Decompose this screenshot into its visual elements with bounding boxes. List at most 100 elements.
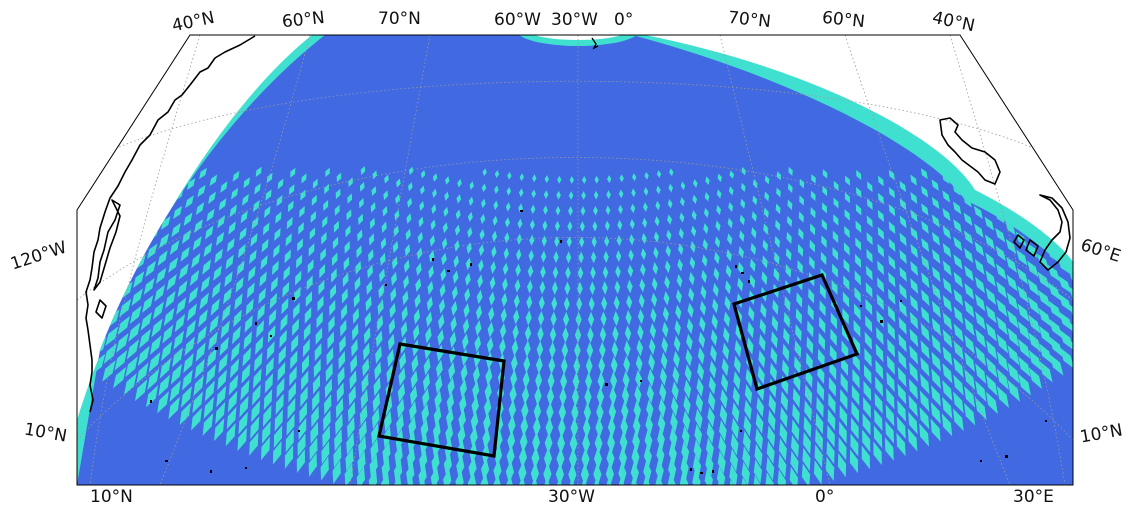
swath-gap-mark (794, 340, 802, 358)
swath-gap-mark (524, 325, 532, 342)
swath-gap-mark (545, 416, 554, 439)
swath-gaps (77, 163, 1073, 485)
swath-gap-mark (529, 219, 535, 231)
swath-gap-mark (592, 477, 601, 485)
swath-gap-mark (852, 352, 860, 372)
swath-gap-mark (732, 386, 740, 407)
swath-gap-mark (844, 192, 850, 204)
swath-gap-mark (394, 209, 400, 221)
swath-gap-mark (354, 276, 361, 292)
swath-gap-mark (429, 234, 436, 247)
swath-gap-mark (309, 227, 316, 240)
swath-gap-mark (358, 197, 364, 209)
swath-gap-mark (369, 453, 378, 478)
swath-gap-mark (292, 318, 299, 336)
swath-gap-mark (177, 280, 188, 298)
swath-gap-mark (139, 328, 151, 349)
swath-gap-mark (693, 439, 702, 462)
swath-gap-mark (679, 471, 689, 485)
swath-gap-mark (688, 287, 695, 302)
swath-gap-mark (436, 344, 444, 362)
swath-gap-mark (480, 472, 489, 485)
swath-gap-mark (787, 183, 793, 193)
swath-gap-mark (964, 300, 975, 318)
swath-gap-mark (209, 174, 218, 187)
swath-gap-mark (723, 326, 730, 344)
swath-gap-mark (744, 399, 752, 421)
swath-gap-mark (877, 192, 884, 205)
swath-gap-mark (308, 452, 317, 477)
swath-gap-mark (599, 326, 607, 343)
swath-gap-mark (214, 418, 225, 442)
swath-gap-mark (418, 463, 427, 485)
swath-gap-mark (657, 428, 665, 451)
swath-gap-mark (159, 357, 172, 379)
swath-gap-mark (1072, 166, 1073, 180)
label-top-0: 0° (614, 10, 634, 30)
swath-gap-mark (352, 307, 360, 325)
swath-gap-mark (919, 390, 930, 412)
swath-gap-mark (532, 174, 537, 183)
swath-gap-mark (605, 205, 611, 216)
swath-gap-mark (909, 345, 919, 365)
swath-gap-mark (631, 188, 636, 198)
swath-gap-mark (613, 295, 620, 311)
swath-gap-mark (741, 166, 746, 176)
swath-gap-mark (157, 391, 169, 414)
swath-gap-mark (518, 188, 524, 198)
swath-gap-mark (964, 317, 975, 337)
swath-gap-mark (908, 411, 918, 435)
island-dot (605, 383, 608, 386)
swath-gap-mark (678, 227, 684, 239)
swath-gap-mark (875, 359, 884, 380)
swath-gap-mark (202, 412, 214, 436)
swath-gap-mark (439, 283, 446, 298)
swath-gap-mark (1049, 354, 1064, 376)
swath-gap-mark (778, 438, 787, 462)
swath-gap-mark (996, 351, 1009, 372)
swath-gap-mark (942, 329, 953, 348)
swath-gap-mark (726, 249, 732, 262)
swath-gap-mark (594, 175, 599, 184)
swath-gap-mark (728, 201, 734, 213)
swath-gap-mark (332, 236, 339, 250)
swath-gap-mark (353, 292, 360, 308)
swath-gap-mark (676, 274, 683, 288)
island-dot (270, 335, 272, 337)
swath-gap-mark (166, 273, 177, 291)
swath-gap-mark (634, 384, 642, 405)
swath-gap-mark (621, 400, 629, 422)
swath-gap-mark (571, 387, 580, 407)
swath-gap-mark (284, 249, 291, 264)
swath-gap-mark (414, 293, 421, 309)
swath-gap-mark (244, 314, 253, 333)
swath-gap-mark (731, 417, 740, 440)
swath-gap-mark (750, 242, 756, 256)
swath-gap-mark (483, 397, 492, 418)
swath-gap-mark (931, 351, 941, 372)
swath-gap-mark (809, 255, 815, 270)
swath-gap-mark (598, 356, 606, 375)
swath-gap-mark (1049, 318, 1063, 339)
swath-gap-mark (180, 386, 192, 408)
swath-gap-mark (741, 461, 750, 485)
swath-gap-mark (163, 307, 175, 327)
swath-gap-mark (219, 336, 229, 356)
swath-gap-mark (649, 323, 657, 340)
swath-gap-mark (650, 307, 657, 324)
swath-gap-mark (298, 222, 304, 235)
island-dot (165, 460, 168, 462)
swath-gap-mark (563, 296, 570, 312)
swath-gap-mark (699, 300, 707, 316)
swath-gap-mark (78, 173, 91, 187)
swath-gap-mark (863, 364, 872, 385)
swath-gap-mark (393, 459, 403, 484)
swath-gap-mark (628, 249, 634, 262)
swath-gap-mark (344, 240, 350, 254)
swath-gap-mark (795, 308, 803, 325)
swath-gap-mark (1037, 289, 1051, 308)
swath-gap-mark (191, 407, 202, 431)
swath-gap-mark (615, 265, 621, 279)
swath-gap-mark (643, 459, 652, 484)
swath-gap-mark (729, 463, 738, 485)
